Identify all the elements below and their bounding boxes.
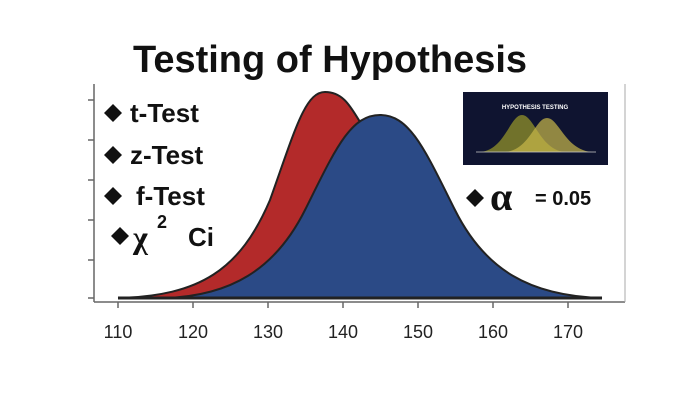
title: Testing of Hypothesis	[133, 39, 527, 81]
chi-text: Ci	[188, 222, 214, 252]
x-tick-label: 110	[104, 322, 133, 342]
inset-title: HYPOTHESIS TESTING	[502, 105, 569, 111]
x-tick-label: 120	[178, 322, 208, 342]
x-tick-label: 140	[328, 322, 358, 342]
bullet-icon	[104, 187, 122, 205]
x-tick-label: 130	[253, 322, 283, 342]
chi-sup: 2	[157, 212, 167, 232]
alpha-symbol: α	[490, 174, 512, 219]
bullet-text: z-Test	[130, 140, 204, 170]
x-tick-label: 150	[403, 322, 433, 342]
alpha: α = 0.05	[466, 174, 591, 219]
bullet-text: t-Test	[130, 98, 199, 128]
inset: HYPOTHESIS TESTING	[463, 92, 608, 165]
bullet-text: f-Test	[136, 181, 205, 211]
x-axis: 110 120 130 140 150 160 170	[104, 302, 583, 342]
chi-symbol: χ	[132, 219, 149, 255]
x-tick-label: 160	[478, 322, 508, 342]
blue-curve	[164, 113, 603, 299]
bullet-icon	[104, 146, 122, 164]
bullet-list: t-Test z-Test f-Test	[104, 98, 205, 211]
chi-bullet: χ 2 Ci	[111, 212, 214, 255]
bullet-icon	[104, 104, 122, 122]
x-tick-label: 170	[553, 322, 583, 342]
alpha-text: = 0.05	[535, 188, 591, 210]
plot-frame	[88, 84, 626, 303]
